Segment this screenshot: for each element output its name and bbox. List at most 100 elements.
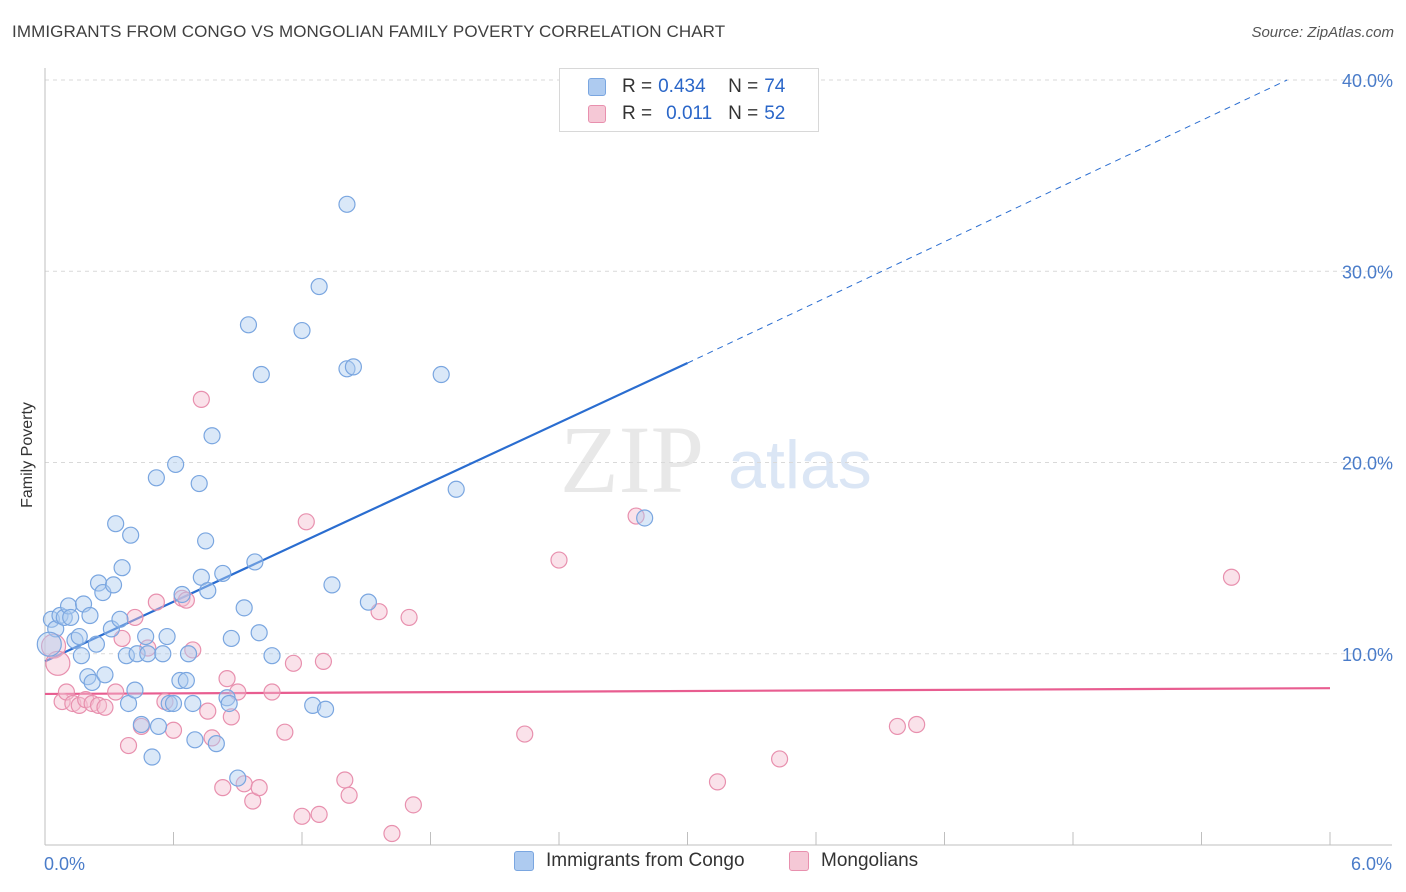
mongolian-point [263,683,281,701]
series-legend: Immigrants from Congo Mongolians [0,850,1406,880]
mongolian-point [218,670,236,688]
mongolian-point [516,725,534,743]
mongolian-point [70,696,88,714]
mongolian-point [147,593,165,611]
mongolian-point [250,779,268,797]
mongolian-point [276,723,294,741]
congo-point [160,694,178,713]
congo-point [203,427,221,445]
congo-point [104,576,123,594]
congo-point [190,474,208,493]
legend-n-value: 74 [764,76,786,97]
source-label: Source: ZipAtlas.com [1251,24,1394,41]
legend-swatch-congo [514,851,534,871]
congo-point [250,624,268,642]
legend-r-value: 0.434 [658,76,706,97]
legend-swatch-mongolians [588,105,606,123]
mongolian-point [708,773,727,791]
mongolian-point [888,717,906,736]
y-tick-label: 30.0% [1342,262,1393,282]
congo-point [304,696,322,714]
congo-point [158,627,176,646]
congo-point [113,559,131,577]
mongolian-point [113,629,131,648]
mongolian-point [229,683,247,701]
mongolian-trend-line [44,687,1331,696]
mongolian-point [908,715,926,734]
congo-point [186,731,204,749]
legend-item-congo[interactable]: Immigrants from Congo [514,850,745,872]
congo-point [359,593,377,611]
congo-point [154,645,172,663]
mongolian-point [370,603,388,621]
mongolian-point [336,771,354,789]
congo-point [173,585,191,604]
congo-point [72,647,91,665]
congo-point [126,681,144,699]
congo-point [132,715,150,734]
congo-point [62,608,80,627]
congo-point [167,455,185,474]
congo-point [310,277,328,296]
congo-point [338,195,356,213]
mongolian-point [284,654,303,672]
congo-point [252,365,270,384]
congo-point [323,576,341,594]
legend-n-label: N = [728,103,759,124]
congo-point [96,666,114,684]
mongolian-point [400,608,418,627]
congo-point [149,717,168,736]
y-tick-label: 40.0% [1342,71,1393,91]
congo-point [137,627,155,646]
congo-point [81,606,99,625]
congo-point [139,645,157,663]
mongolian-point [770,750,789,768]
mongolian-point [107,683,125,701]
mongolian-point [340,786,358,804]
mongolian-point [222,708,240,726]
mongolian-point [164,721,183,739]
correlation-legend: R = 0.434 N = 74 R = 0.011 N = 52 [559,68,819,132]
congo-point [171,671,189,690]
mongolian-point [40,633,67,659]
watermark-atlas: atlas [728,427,872,503]
congo-point [214,564,232,583]
congo-point [207,735,225,753]
congo-point [83,673,101,692]
legend-r-value: 0.011 [666,103,713,124]
congo-point [147,469,165,487]
congo-trend-extension [687,79,1288,364]
mongolian-point [293,807,311,825]
congo-point [42,610,61,628]
x-tick-label: 0.0% [44,854,85,874]
mongolian-point [89,696,108,714]
mongolian-point [192,390,210,408]
legend-row-congo: R = 0.434 N = 74 [588,74,785,100]
congo-point [143,748,161,766]
chart-title: IMMIGRANTS FROM CONGO VS MONGOLIAN FAMIL… [12,22,726,41]
mongolian-point [310,805,328,824]
congo-point [338,360,356,378]
congo-point [316,700,335,718]
watermark-zip: ZIP [560,406,704,513]
mongolian-point [83,694,101,713]
mongolian-point [383,824,401,843]
congo-point [117,647,135,665]
mongolian-point [550,551,568,569]
legend-item-mongolians[interactable]: Mongolians [789,850,918,872]
mongolian-point [64,694,82,713]
y-tick-label: 10.0% [1342,645,1393,665]
congo-point [222,629,240,648]
mongolian-point [96,698,114,716]
congo-point [36,631,62,657]
legend-n-label: N = [728,76,759,97]
congo-point [177,671,195,690]
legend-r-label: R = [622,76,653,97]
congo-point [197,532,215,550]
mongolian-point [199,702,217,720]
congo-point [111,610,129,628]
mongolian-point [53,692,71,711]
congo-point [70,627,88,646]
congo-point [107,515,125,533]
